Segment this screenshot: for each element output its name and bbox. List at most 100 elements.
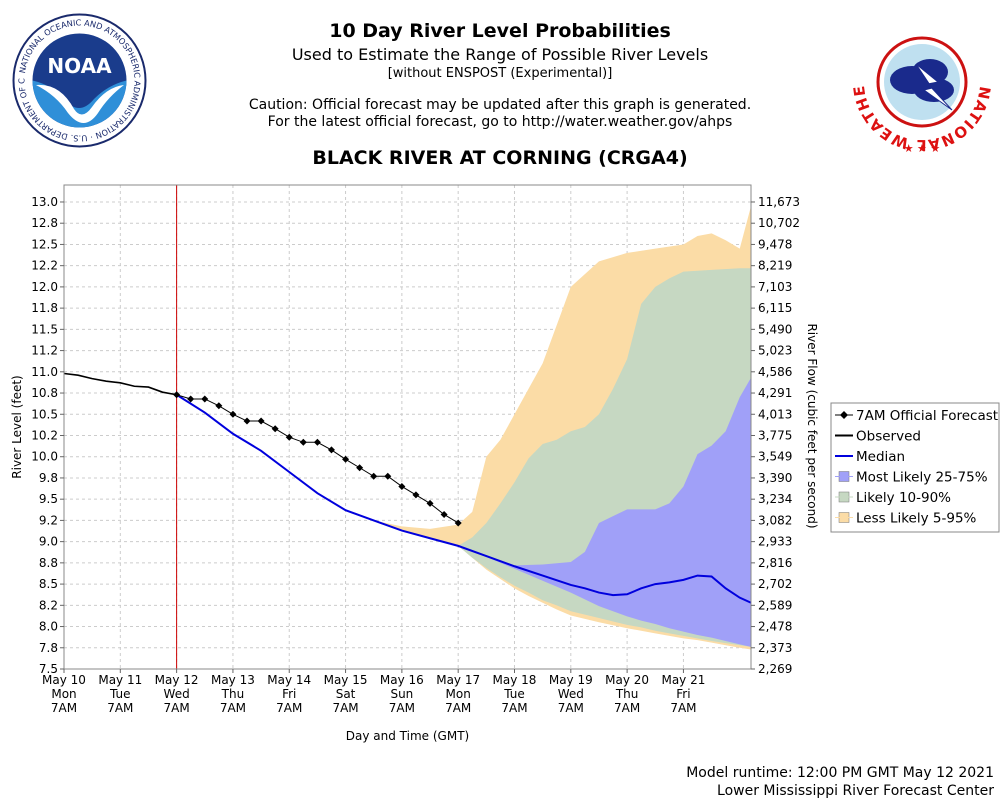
x-tick-label: May 16 bbox=[380, 673, 424, 687]
y2-tick-label: 4,586 bbox=[758, 365, 792, 379]
forecast-point bbox=[243, 417, 251, 425]
observed-line bbox=[63, 372, 177, 396]
noaa-center-text: NOAA bbox=[47, 54, 112, 78]
nws-logo: NATIONAL WEATHER SERVICE ★ ★ ★ bbox=[852, 10, 992, 155]
y2-tick-label: 3,549 bbox=[758, 450, 792, 464]
x-tick-label: May 17 bbox=[436, 673, 480, 687]
y-tick-label: 13.0 bbox=[31, 195, 58, 209]
forecast-point bbox=[440, 510, 448, 518]
y2-axis-label: River Flow (cubic feet per second) bbox=[805, 323, 819, 528]
y-tick-label: 10.2 bbox=[31, 428, 58, 442]
x-tick-label: May 13 bbox=[211, 673, 255, 687]
y2-tick-label: 3,082 bbox=[758, 513, 792, 527]
forecast-point bbox=[342, 455, 350, 463]
y2-tick-label: 2,478 bbox=[758, 620, 792, 634]
x-tick-label: 7AM bbox=[332, 701, 358, 715]
y2-tick-label: 2,702 bbox=[758, 577, 792, 591]
x-tick-label: Sun bbox=[390, 687, 413, 701]
x-tick-label: 7AM bbox=[51, 701, 77, 715]
x-tick-label: 7AM bbox=[501, 701, 527, 715]
caution-line-1: Caution: Official forecast may be update… bbox=[248, 97, 752, 113]
forecast-point bbox=[384, 472, 392, 480]
forecast-point bbox=[257, 417, 265, 425]
forecast-point bbox=[398, 482, 406, 490]
y2-tick-label: 2,373 bbox=[758, 641, 792, 655]
forecast-point bbox=[271, 425, 279, 433]
y2-tick-label: 7,103 bbox=[758, 280, 792, 294]
y2-tick-label: 5,490 bbox=[758, 322, 792, 336]
forecast-point bbox=[313, 438, 321, 446]
x-tick-label: May 18 bbox=[493, 673, 537, 687]
noaa-logo: NATIONAL OCEANIC AND ATMOSPHERIC ADMINIS… bbox=[12, 13, 147, 148]
x-tick-label: 7AM bbox=[614, 701, 640, 715]
x-axis-label: Day and Time (GMT) bbox=[346, 729, 469, 743]
chart-note: [without ENSPOST (Experimental)] bbox=[387, 66, 613, 81]
band-25-75 bbox=[458, 377, 751, 647]
x-tick-label: May 21 bbox=[661, 673, 705, 687]
y-tick-label: 9.2 bbox=[39, 513, 58, 527]
forecast-point bbox=[229, 410, 237, 418]
x-tick-label: 7AM bbox=[276, 701, 302, 715]
y2-tick-label: 8,219 bbox=[758, 259, 792, 273]
y2-tick-label: 5,023 bbox=[758, 344, 792, 358]
caution-line-2: For the latest official forecast, go to … bbox=[267, 114, 733, 130]
y-tick-label: 11.5 bbox=[31, 322, 58, 336]
y2-tick-label: 2,816 bbox=[758, 556, 792, 570]
y-tick-label: 10.8 bbox=[31, 386, 58, 400]
x-tick-label: Tue bbox=[503, 687, 525, 701]
x-tick-label: 7AM bbox=[558, 701, 584, 715]
legend-label: Less Likely 5-95% bbox=[856, 511, 977, 527]
y-tick-label: 9.8 bbox=[39, 471, 58, 485]
x-tick-label: May 20 bbox=[605, 673, 649, 687]
y-tick-label: 8.5 bbox=[39, 577, 58, 591]
legend-label: Median bbox=[856, 449, 905, 465]
x-tick-label: May 19 bbox=[549, 673, 593, 687]
x-tick-label: Thu bbox=[221, 687, 245, 701]
y-tick-label: 10.0 bbox=[31, 450, 58, 464]
y-tick-label: 11.2 bbox=[31, 344, 58, 358]
y2-tick-label: 10,702 bbox=[758, 216, 800, 230]
y2-tick-label: 11,673 bbox=[758, 195, 800, 209]
forecast-point bbox=[370, 472, 378, 480]
x-tick-label: Mon bbox=[446, 687, 471, 701]
plot-frame bbox=[63, 184, 752, 670]
x-tick-label: 7AM bbox=[164, 701, 190, 715]
y2-tick-label: 6,115 bbox=[758, 301, 792, 315]
x-tick-label: Wed bbox=[558, 687, 584, 701]
y2-tick-label: 9,478 bbox=[758, 237, 792, 251]
chart-subtitle: Used to Estimate the Range of Possible R… bbox=[291, 45, 709, 64]
forecast-point bbox=[327, 446, 335, 454]
y-tick-label: 8.2 bbox=[39, 598, 58, 612]
forecast-center: Lower Mississippi River Forecast Center bbox=[717, 783, 994, 799]
y-tick-label: 12.8 bbox=[31, 216, 58, 230]
x-tick-label: May 10 bbox=[42, 673, 86, 687]
y-tick-label: 11.0 bbox=[31, 365, 58, 379]
legend-box bbox=[830, 402, 1000, 533]
x-tick-label: Mon bbox=[51, 687, 76, 701]
x-tick-label: Thu bbox=[615, 687, 639, 701]
y-tick-label: 9.0 bbox=[39, 535, 58, 549]
legend-label: 7AM Official Forecast bbox=[856, 408, 998, 424]
forecast-point bbox=[201, 395, 209, 403]
y-tick-label: 12.5 bbox=[31, 237, 58, 251]
x-tick-label: 7AM bbox=[220, 701, 246, 715]
forecast-point bbox=[173, 391, 181, 399]
x-tick-label: 7AM bbox=[389, 701, 415, 715]
y-tick-label: 8.8 bbox=[39, 556, 58, 570]
legend-label: Most Likely 25-75% bbox=[856, 470, 988, 486]
y-tick-label: 7.8 bbox=[39, 641, 58, 655]
x-tick-label: Wed bbox=[164, 687, 190, 701]
forecast-point bbox=[285, 433, 293, 441]
y-tick-label: 7.5 bbox=[39, 662, 58, 676]
x-tick-label: May 14 bbox=[267, 673, 311, 687]
y-tick-label: 11.8 bbox=[31, 301, 58, 315]
forecast-point bbox=[412, 491, 420, 499]
x-tick-label: May 15 bbox=[324, 673, 368, 687]
y-tick-label: 12.2 bbox=[31, 259, 58, 273]
y-tick-label: 9.5 bbox=[39, 492, 58, 506]
forecast-point bbox=[299, 438, 307, 446]
legend-label: Likely 10-90% bbox=[856, 490, 951, 506]
y2-tick-label: 4,291 bbox=[758, 386, 792, 400]
x-tick-label: 7AM bbox=[670, 701, 696, 715]
